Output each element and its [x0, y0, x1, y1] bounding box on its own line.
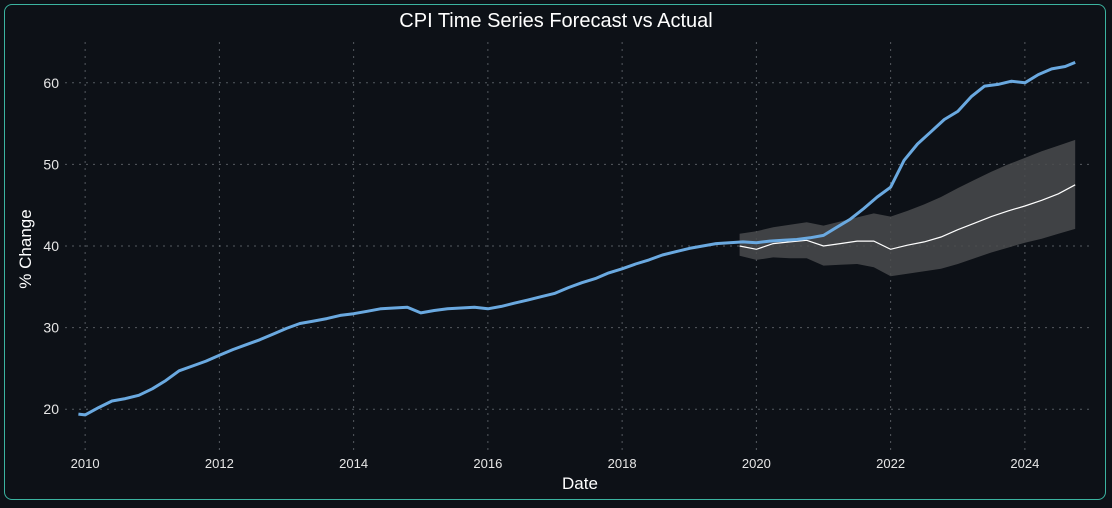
actual-line	[78, 61, 1076, 417]
tick-labels: 2010 2012 2014 2016 2018 2020 2022 2024 20 30 40 50…	[43, 75, 1039, 471]
y-tick-label: 30	[43, 320, 59, 336]
x-tick-label: 2014	[339, 456, 368, 471]
y-tick-label: 50	[43, 156, 59, 172]
x-tick-label: 2016	[473, 456, 502, 471]
y-tick-label: 20	[43, 401, 59, 417]
x-tick-label: 2024	[1010, 456, 1039, 471]
forecast-line	[739, 184, 1076, 250]
y-axis-label: % Change	[16, 209, 35, 288]
x-tick-label: 2010	[71, 456, 100, 471]
x-axis-label: Date	[562, 474, 598, 493]
x-tick-label: 2020	[742, 456, 771, 471]
x-tick-label: 2022	[876, 456, 905, 471]
y-tick-label: 40	[43, 238, 59, 254]
chart-title: CPI Time Series Forecast vs Actual	[399, 10, 712, 32]
confidence-band	[739, 139, 1076, 277]
forecast-confidence-band	[739, 139, 1076, 277]
x-tick-label: 2012	[205, 456, 234, 471]
series-lines	[78, 61, 1076, 417]
y-tick-label: 60	[43, 75, 59, 91]
x-tick-label: 2018	[608, 456, 637, 471]
